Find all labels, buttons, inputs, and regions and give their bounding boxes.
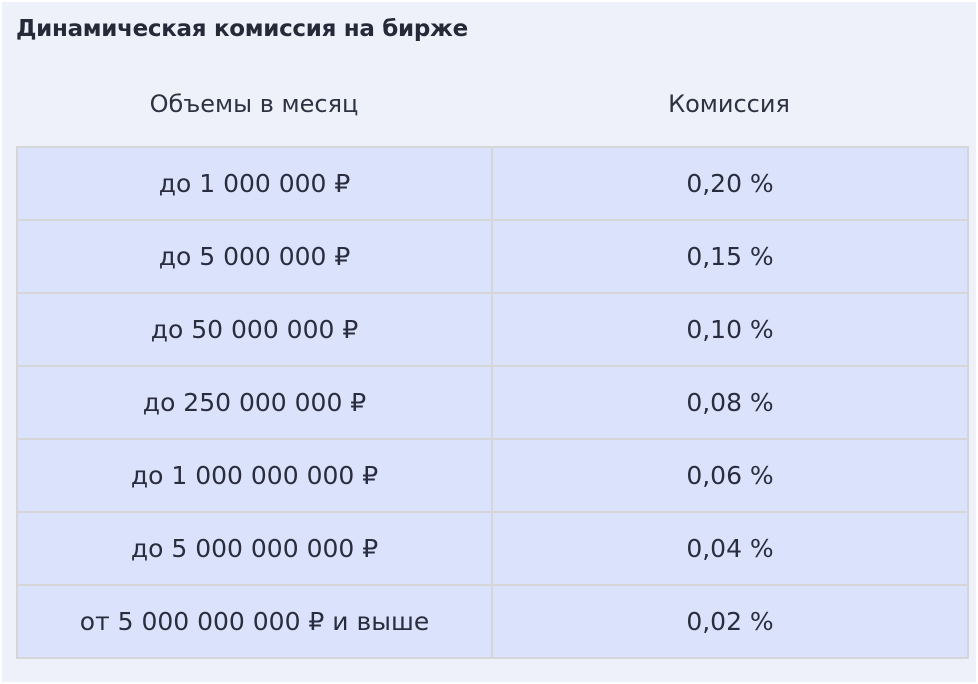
commission-cell: 0,06 % bbox=[491, 438, 969, 513]
table-row: до 1 000 000 000 ₽ 0,06 % bbox=[16, 438, 969, 513]
commission-cell: 0,04 % bbox=[491, 511, 969, 586]
column-header-volume: Объемы в месяц bbox=[149, 90, 359, 118]
page-title: Динамическая комиссия на бирже bbox=[16, 16, 468, 42]
commission-cell: 0,20 % bbox=[491, 146, 969, 221]
volume-cell: до 1 000 000 ₽ bbox=[16, 146, 493, 221]
commission-cell: 0,10 % bbox=[491, 292, 969, 367]
commission-cell: 0,08 % bbox=[491, 365, 969, 440]
table-row: до 1 000 000 ₽ 0,20 % bbox=[16, 146, 969, 221]
volume-cell: до 1 000 000 000 ₽ bbox=[16, 438, 493, 513]
volume-cell: до 50 000 000 ₽ bbox=[16, 292, 493, 367]
table-row: от 5 000 000 000 ₽ и выше 0,02 % bbox=[16, 584, 969, 659]
volume-cell: от 5 000 000 000 ₽ и выше bbox=[16, 584, 493, 659]
table-row: до 5 000 000 ₽ 0,15 % bbox=[16, 219, 969, 294]
column-header-commission: Комиссия bbox=[668, 90, 790, 118]
commission-cell: 0,15 % bbox=[491, 219, 969, 294]
commission-cell: 0,02 % bbox=[491, 584, 969, 659]
volume-cell: до 250 000 000 ₽ bbox=[16, 365, 493, 440]
table-row: до 50 000 000 ₽ 0,10 % bbox=[16, 292, 969, 367]
commission-table: до 1 000 000 ₽ 0,20 % до 5 000 000 ₽ 0,1… bbox=[16, 146, 969, 659]
volume-cell: до 5 000 000 ₽ bbox=[16, 219, 493, 294]
table-row: до 250 000 000 ₽ 0,08 % bbox=[16, 365, 969, 440]
volume-cell: до 5 000 000 000 ₽ bbox=[16, 511, 493, 586]
table-row: до 5 000 000 000 ₽ 0,04 % bbox=[16, 511, 969, 586]
